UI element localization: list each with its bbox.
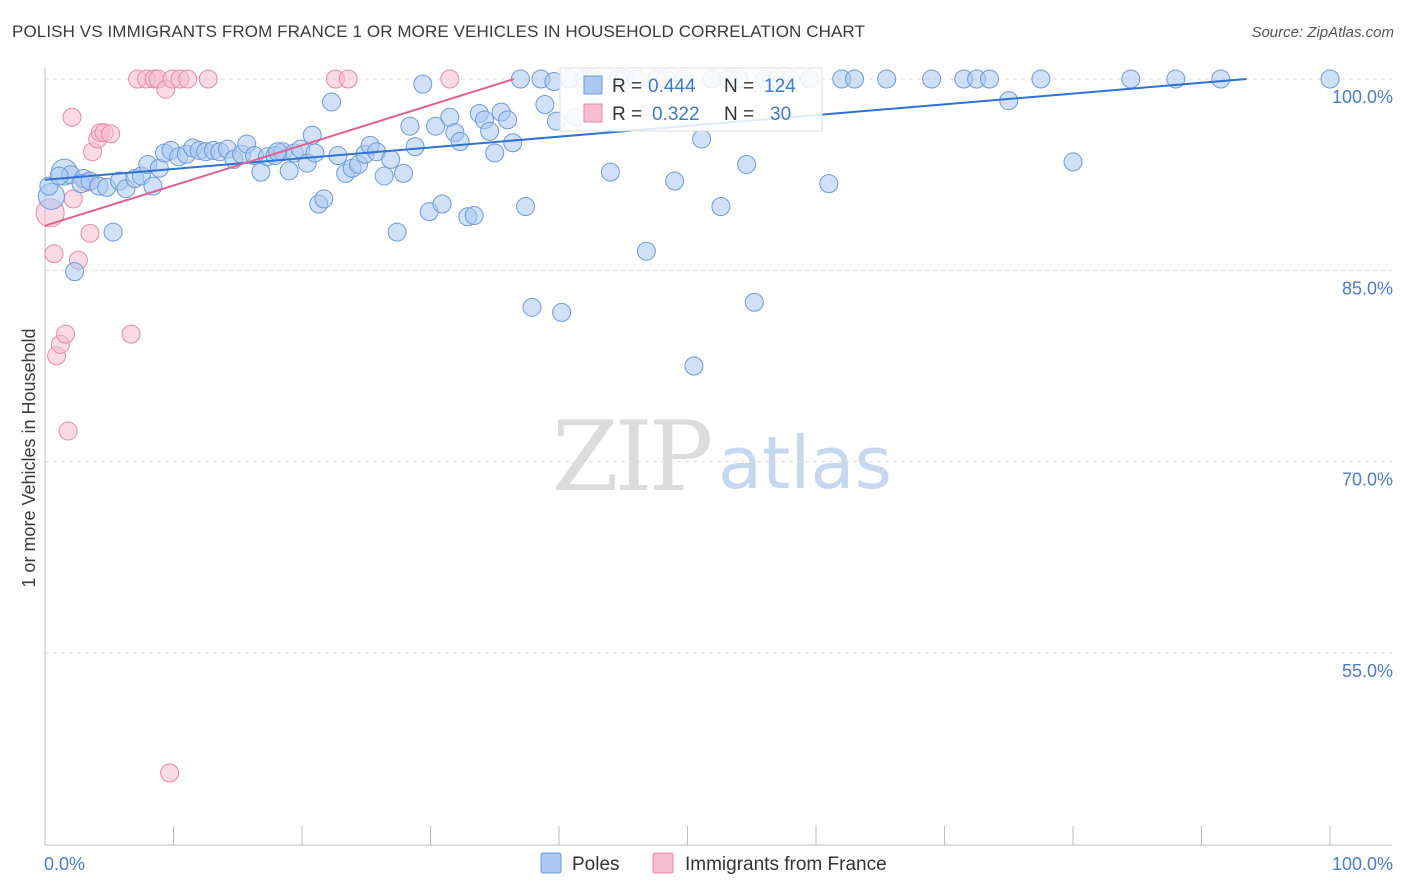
chart-title: POLISH VS IMMIGRANTS FROM FRANCE 1 OR MO… [12, 22, 865, 41]
point-poles [464, 205, 484, 225]
legend-poles-label: Poles [572, 854, 620, 875]
watermark-zip: ZIP [552, 401, 711, 513]
point-poles [737, 154, 757, 174]
stats-poles-n-value: 124 [764, 76, 796, 97]
point-poles [684, 356, 704, 376]
point-poles [552, 302, 572, 322]
axes [44, 68, 1392, 846]
x-tick-label-min: 0.0% [44, 854, 85, 874]
point-poles [516, 197, 536, 217]
stats-poles-swatch [583, 75, 603, 95]
point-poles [711, 197, 731, 217]
x-tick-labels: 0.0% 100.0% [44, 854, 1393, 874]
point-poles [845, 69, 865, 89]
y-tick-labels: 55.0% 70.0% 85.0% 100.0% [1332, 87, 1393, 681]
y-tick-label: 55.0% [1342, 661, 1393, 681]
trend-line-france [44, 78, 515, 227]
point-poles [922, 69, 942, 89]
stats-france-n-value: 30 [770, 104, 791, 125]
point-poles [314, 189, 334, 209]
point-poles [600, 162, 620, 182]
point-poles [305, 143, 325, 163]
point-poles [1320, 69, 1340, 89]
point-poles [819, 174, 839, 194]
stats-poles-n-label: N = [724, 76, 754, 97]
point-poles [1211, 69, 1231, 89]
stats-box-frame [559, 67, 823, 132]
point-poles [665, 171, 685, 191]
point-poles [279, 161, 299, 181]
legend-poles-swatch [540, 852, 562, 874]
point-poles [510, 69, 530, 89]
point-poles [503, 133, 523, 153]
watermark-atlas: atlas [718, 421, 892, 505]
point-france [62, 107, 82, 127]
point-poles [1063, 152, 1083, 172]
point-poles [535, 95, 555, 115]
stats-france-r-label: R = [612, 104, 642, 125]
point-poles [426, 116, 446, 136]
stats-poles-r-label: R = [612, 76, 642, 97]
stats-france-swatch [583, 103, 603, 123]
point-poles [999, 91, 1019, 111]
point-france [338, 69, 358, 89]
point-poles [498, 110, 518, 130]
y-tick-label: 85.0% [1342, 278, 1393, 298]
point-poles [387, 222, 407, 242]
legend-france-swatch [652, 852, 674, 874]
point-poles [432, 194, 452, 214]
point-france [121, 324, 141, 344]
source-credit: Source: ZipAtlas.com [1251, 24, 1394, 41]
point-poles [522, 297, 542, 317]
point-poles [1031, 69, 1051, 89]
point-poles [405, 137, 425, 157]
stats-poles-r-value: 0.444 [648, 76, 696, 97]
point-poles [400, 116, 420, 136]
point-poles [374, 166, 394, 186]
point-france [440, 69, 460, 89]
point-poles [485, 143, 505, 163]
point-france [80, 223, 100, 243]
y-tick-label: 100.0% [1332, 87, 1393, 107]
point-france [56, 324, 76, 344]
stats-france-n-label: N = [724, 104, 754, 125]
point-poles [692, 129, 712, 149]
point-france [58, 421, 78, 441]
stats-box: R = 0.444 N = 124 R = 0.322 N = 30 [559, 67, 823, 132]
point-france [44, 244, 64, 264]
point-poles [381, 149, 401, 169]
stats-france-r-value: 0.322 [652, 104, 700, 125]
point-france [160, 763, 180, 783]
point-poles [1121, 69, 1141, 89]
point-poles [480, 121, 500, 141]
point-poles [877, 69, 897, 89]
y-axis-label: 1 or more Vehicles in Household [19, 328, 39, 587]
point-france [101, 124, 121, 144]
point-poles [65, 262, 85, 282]
legend: Poles Immigrants from France [540, 852, 887, 875]
point-poles [744, 292, 764, 312]
y-tick-label: 70.0% [1342, 470, 1393, 490]
point-poles [322, 92, 342, 112]
point-poles [413, 74, 433, 94]
gridlines [45, 78, 1392, 654]
point-poles [1166, 69, 1186, 89]
point-poles [979, 69, 999, 89]
legend-france-label: Immigrants from France [685, 854, 887, 875]
x-tick-label-max: 100.0% [1332, 854, 1393, 874]
point-poles [636, 241, 656, 261]
point-poles [450, 132, 470, 152]
point-poles [103, 222, 123, 242]
point-poles [49, 166, 69, 186]
watermark: ZIP atlas [552, 401, 892, 513]
point-poles [394, 163, 414, 183]
point-france [198, 69, 218, 89]
point-france [178, 69, 198, 89]
